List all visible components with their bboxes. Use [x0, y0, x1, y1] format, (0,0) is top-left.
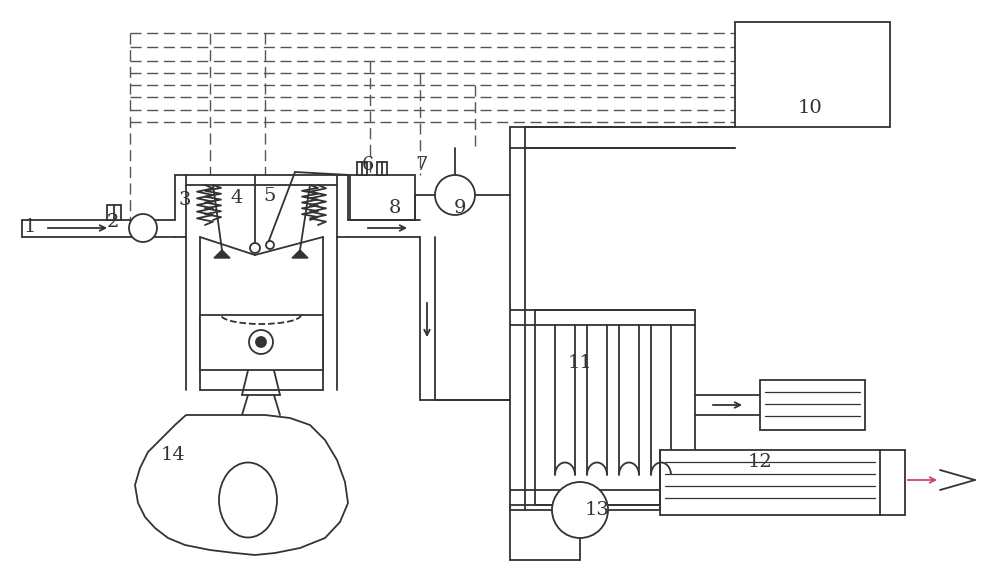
Circle shape [435, 175, 475, 215]
Circle shape [129, 214, 157, 242]
Polygon shape [292, 250, 308, 258]
Text: 3: 3 [179, 191, 191, 209]
Bar [377, 162, 387, 175]
Bar [107, 205, 121, 220]
Text: 1: 1 [24, 218, 36, 236]
Circle shape [250, 243, 260, 253]
Polygon shape [214, 250, 230, 258]
Text: 13: 13 [585, 501, 609, 519]
Polygon shape [135, 415, 348, 555]
Circle shape [249, 330, 273, 354]
Bar [357, 162, 367, 175]
Bar [735, 22, 890, 127]
Bar [200, 315, 323, 370]
Text: 4: 4 [231, 189, 243, 207]
Text: 7: 7 [416, 156, 428, 174]
Bar [760, 380, 865, 430]
Text: 2: 2 [107, 213, 119, 231]
Text: 5: 5 [264, 187, 276, 205]
Ellipse shape [219, 463, 277, 538]
Text: 12: 12 [748, 453, 772, 471]
Text: 14: 14 [161, 446, 185, 464]
Bar [660, 450, 880, 515]
Circle shape [266, 241, 274, 249]
Text: 6: 6 [362, 156, 374, 174]
Circle shape [552, 482, 608, 538]
Circle shape [256, 337, 266, 347]
Text: 11: 11 [568, 354, 592, 372]
Text: 8: 8 [389, 199, 401, 217]
Bar [350, 175, 415, 220]
Bar [535, 310, 695, 505]
Text: 10: 10 [798, 99, 822, 117]
Text: 9: 9 [454, 199, 466, 217]
